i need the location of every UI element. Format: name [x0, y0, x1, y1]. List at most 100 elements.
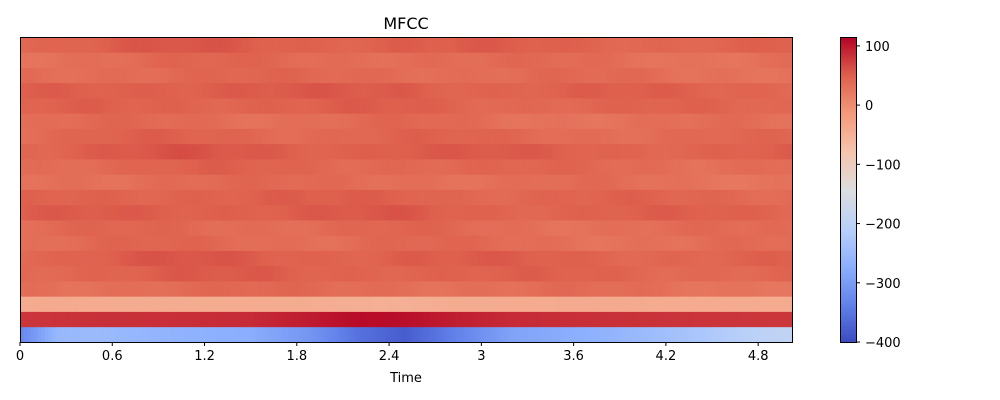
heatmap-cell [245, 113, 250, 129]
heatmap-cell [563, 37, 568, 53]
heatmap-cell [191, 265, 196, 282]
heatmap-cell [280, 143, 285, 160]
heatmap-cell [441, 159, 446, 175]
heatmap-cell [91, 281, 96, 297]
heatmap-cell [531, 52, 536, 68]
heatmap-cell [702, 235, 707, 251]
heatmap-cell [309, 82, 314, 99]
heatmap-cell [23, 113, 28, 129]
heatmap-cell [581, 98, 586, 114]
heatmap-cell [291, 281, 296, 297]
heatmap-cell [781, 128, 786, 145]
heatmap-cell [763, 52, 768, 68]
heatmap-cell [641, 204, 646, 221]
heatmap-cell [309, 281, 314, 297]
heatmap-cell [320, 128, 325, 145]
heatmap-cell [477, 174, 482, 190]
heatmap-cell [491, 159, 496, 175]
heatmap-cell [709, 143, 714, 160]
heatmap-cell [148, 311, 153, 328]
heatmap-cell [105, 67, 110, 84]
heatmap-cell [445, 326, 450, 343]
heatmap-cell [684, 220, 689, 236]
heatmap-cell [270, 220, 275, 236]
heatmap-cell [563, 128, 568, 145]
heatmap-cell [384, 281, 389, 297]
heatmap-cell [477, 159, 482, 175]
heatmap-cell [141, 265, 146, 282]
heatmap-cell [73, 174, 78, 190]
heatmap-cell [709, 189, 714, 206]
heatmap-cell [180, 265, 185, 282]
heatmap-cell [380, 113, 385, 129]
heatmap-cell [684, 82, 689, 99]
heatmap-cell [741, 67, 746, 84]
heatmap-cell [73, 113, 78, 129]
heatmap-cell [355, 174, 360, 190]
heatmap-cell [134, 189, 139, 206]
heatmap-cell [30, 311, 35, 328]
heatmap-cell [130, 235, 135, 251]
heatmap-cell [774, 281, 779, 297]
heatmap-cell [666, 220, 671, 236]
heatmap-cell [577, 311, 582, 328]
heatmap-cell [23, 281, 28, 297]
heatmap-cell [406, 159, 410, 175]
heatmap-cell [634, 159, 639, 175]
heatmap-cell [137, 82, 142, 99]
heatmap-cell [709, 98, 714, 114]
heatmap-cell [684, 189, 689, 206]
heatmap-cell [624, 296, 628, 312]
heatmap-cell [434, 52, 439, 68]
heatmap-cell [495, 52, 500, 68]
heatmap-cell [452, 250, 457, 267]
heatmap-cell [641, 250, 646, 267]
heatmap-cell [498, 67, 503, 84]
heatmap-cell [616, 52, 621, 68]
heatmap-cell [459, 52, 464, 68]
heatmap-cell [652, 174, 657, 190]
heatmap-cell [252, 220, 257, 236]
heatmap-cell [613, 220, 618, 236]
heatmap-cell [209, 281, 214, 297]
heatmap-cell [691, 52, 696, 68]
heatmap-cell [370, 250, 375, 267]
heatmap-cell [731, 250, 736, 267]
heatmap-cell [173, 311, 178, 328]
heatmap-cell [373, 98, 378, 114]
heatmap-cell [702, 67, 707, 84]
heatmap-cell [241, 326, 246, 343]
colorbar-segment [840, 118, 856, 122]
heatmap-cell [345, 128, 350, 145]
heatmap-cell [738, 52, 743, 68]
colorbar-tick-label: −100 [865, 158, 901, 173]
heatmap-cell [595, 174, 600, 190]
heatmap-cell [398, 250, 403, 267]
heatmap-cell [152, 265, 157, 282]
heatmap-cell [77, 250, 82, 267]
heatmap-cell [120, 204, 125, 221]
heatmap-cell [706, 296, 711, 312]
heatmap-cell [330, 98, 335, 114]
heatmap-cell [699, 296, 704, 312]
heatmap-cell [481, 113, 486, 129]
heatmap-cell [20, 250, 24, 267]
heatmap-cell [130, 143, 135, 160]
heatmap-cell [473, 250, 478, 267]
heatmap-cell [62, 311, 67, 328]
heatmap-cell [348, 281, 353, 297]
heatmap-cell [763, 311, 768, 328]
colorbar-segment [840, 270, 856, 274]
heatmap-cell [688, 296, 693, 312]
heatmap-cell [338, 265, 343, 282]
heatmap-cell [37, 128, 42, 145]
heatmap-cell [556, 113, 561, 129]
heatmap-cell [666, 204, 671, 221]
heatmap-cell [323, 204, 328, 221]
heatmap-cell [638, 37, 643, 53]
heatmap-cell [48, 265, 53, 282]
heatmap-cell [377, 113, 382, 129]
heatmap-cell [434, 326, 439, 343]
heatmap-cell [645, 98, 650, 114]
heatmap-cell [352, 220, 357, 236]
